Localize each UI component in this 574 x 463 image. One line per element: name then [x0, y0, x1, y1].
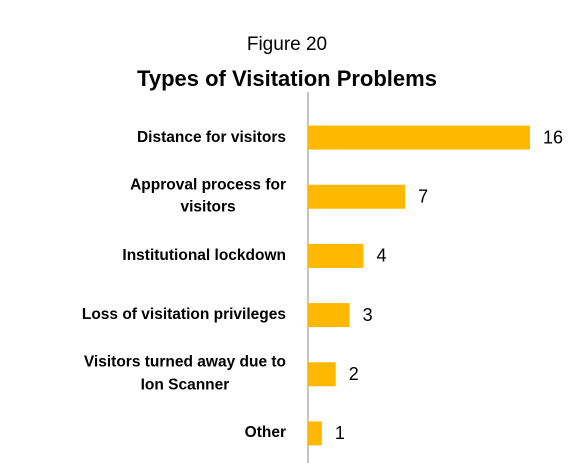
category-label: Institutional lockdown [122, 246, 286, 264]
chart-subtitle: Figure 20 [246, 34, 328, 55]
category-label: Visitors turned away due to Ion Scanner [83, 353, 286, 394]
category-label: Loss of visitation privileges [81, 305, 286, 323]
bar [308, 243, 364, 268]
bar [308, 303, 350, 328]
value-label: 3 [363, 305, 373, 325]
bar [308, 362, 336, 387]
bar [308, 421, 322, 446]
value-label: 16 [543, 127, 563, 147]
value-label: 2 [349, 364, 359, 384]
value-label: 4 [377, 246, 387, 266]
bar [308, 125, 530, 150]
category-label: Approval process for visitors [130, 176, 286, 216]
category-label: Other [244, 424, 286, 442]
category-label: Distance for visitors [136, 128, 286, 146]
value-label: 7 [418, 187, 428, 207]
bar [308, 184, 406, 209]
value-label: 1 [335, 423, 345, 443]
chart-title: Types of Visitation Problems [137, 66, 437, 91]
